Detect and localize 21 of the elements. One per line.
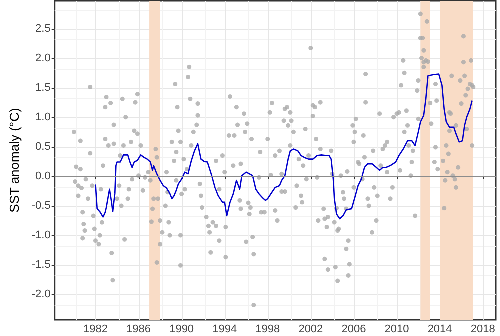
y-tick-label: 0.0 — [36, 170, 51, 182]
y-tick-label: 1.5 — [36, 82, 51, 94]
y-tick-label: 1.0 — [36, 111, 51, 124]
y-tick-label: -1.0 — [32, 230, 51, 242]
x-tick-label: 1982 — [84, 324, 108, 336]
x-tick-label: 2002 — [298, 324, 324, 336]
y-tick-label: -0.5 — [32, 200, 51, 212]
x-tick-label: 1986 — [126, 324, 152, 336]
x-tick-label: 1994 — [212, 324, 238, 336]
y-tick-label: 2.0 — [36, 52, 51, 64]
y-tick-label: -1.5 — [32, 259, 51, 272]
y-tick-label: -2.0 — [32, 288, 51, 301]
y-tick-label: 0.5 — [36, 140, 51, 153]
y-tick-label: 2.5 — [36, 22, 51, 35]
x-tick-label: 2018 — [470, 324, 496, 336]
y-axis-title: SST anomaly (°C) — [7, 108, 22, 213]
x-tick-label: 2006 — [342, 324, 366, 336]
x-tick-label: 2010 — [384, 324, 410, 336]
x-tick-label: 1990 — [170, 324, 194, 336]
x-tick-label: 2014 — [428, 324, 452, 336]
x-tick-label: 1998 — [256, 324, 280, 336]
